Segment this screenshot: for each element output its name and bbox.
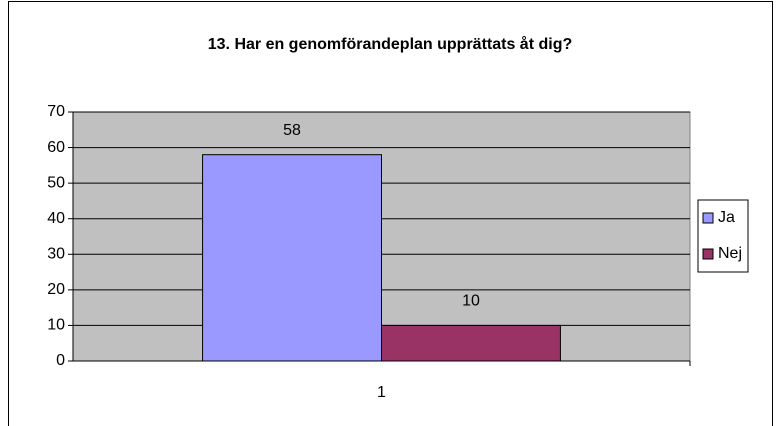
legend-label: Nej bbox=[718, 245, 742, 262]
legend-swatch bbox=[702, 248, 714, 260]
y-tick-label: 50 bbox=[47, 174, 65, 191]
legend-label: Ja bbox=[718, 209, 735, 226]
bar bbox=[202, 154, 382, 362]
data-label: 10 bbox=[462, 293, 480, 310]
y-tick-label: 60 bbox=[47, 139, 65, 156]
x-tick-label: 1 bbox=[377, 384, 386, 401]
y-tick-label: 0 bbox=[56, 352, 65, 369]
y-tick-label: 20 bbox=[47, 281, 65, 298]
y-tick-label: 40 bbox=[47, 210, 65, 227]
data-label: 58 bbox=[283, 122, 301, 139]
legend-swatch bbox=[702, 212, 714, 224]
legend-box bbox=[697, 199, 749, 273]
y-tick-label: 30 bbox=[47, 246, 65, 263]
chart-title: 13. Har en genomförandeplan upprättats å… bbox=[208, 35, 573, 53]
bar bbox=[381, 324, 561, 362]
y-tick-label: 10 bbox=[47, 317, 65, 334]
y-tick-label: 70 bbox=[47, 103, 65, 120]
